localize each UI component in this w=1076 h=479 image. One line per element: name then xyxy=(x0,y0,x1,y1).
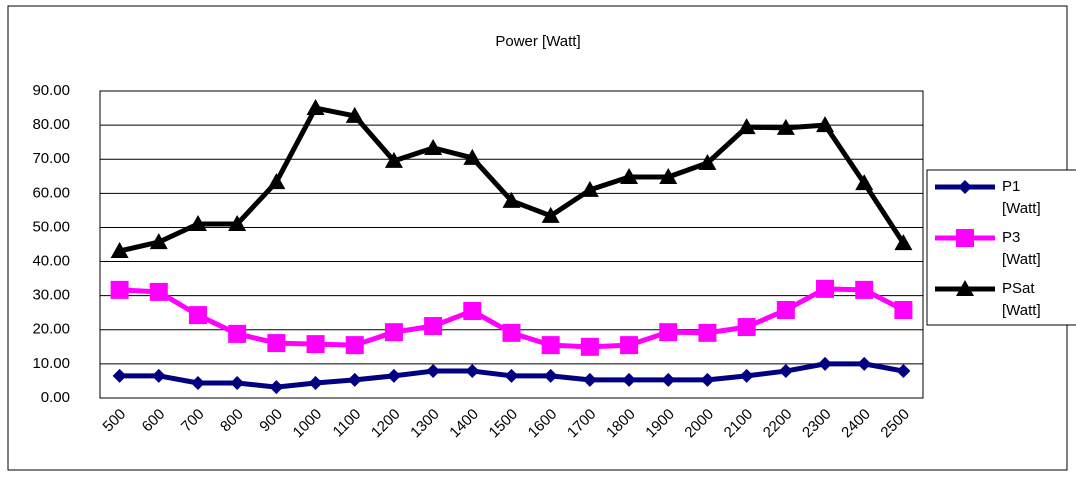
marker xyxy=(737,118,756,135)
marker xyxy=(190,375,205,390)
marker xyxy=(855,174,874,191)
y-tick-label: 30.00 xyxy=(32,287,70,304)
y-tick-label: 0.00 xyxy=(41,389,70,406)
marker xyxy=(110,280,129,299)
marker xyxy=(228,324,247,343)
marker xyxy=(896,364,911,379)
legend-box xyxy=(926,169,1076,326)
marker xyxy=(776,300,795,319)
marker xyxy=(149,233,168,250)
y-tick-label: 90.00 xyxy=(32,82,70,99)
marker xyxy=(188,215,207,232)
plot-area xyxy=(99,90,924,399)
y-tick-label: 60.00 xyxy=(32,184,70,201)
marker xyxy=(816,116,835,133)
legend-label: PSat [Watt] xyxy=(1002,280,1041,319)
marker xyxy=(580,337,599,356)
marker xyxy=(855,280,874,299)
legend-label: P3 [Watt] xyxy=(1002,229,1041,268)
marker xyxy=(149,282,168,301)
marker xyxy=(778,364,793,379)
marker xyxy=(818,356,833,371)
marker xyxy=(956,229,974,247)
y-tick-label: 20.00 xyxy=(32,321,70,338)
legend-label-line: [Watt] xyxy=(1002,302,1041,319)
legend: P1 [Watt] P3 [Watt] PSat [Watt] xyxy=(926,169,1076,326)
marker xyxy=(188,306,207,325)
marker xyxy=(622,372,637,387)
marker xyxy=(110,241,129,258)
marker xyxy=(698,323,717,342)
legend-label-line: PSat xyxy=(1002,280,1035,297)
legend-label: P1 [Watt] xyxy=(1002,178,1041,217)
marker xyxy=(661,372,676,387)
marker xyxy=(504,368,519,383)
marker xyxy=(659,323,678,342)
marker xyxy=(958,180,972,194)
marker xyxy=(502,323,521,342)
marker xyxy=(541,206,560,223)
marker xyxy=(269,380,284,395)
marker xyxy=(698,153,717,170)
marker xyxy=(582,372,597,387)
marker xyxy=(776,118,795,135)
marker xyxy=(541,336,560,355)
marker xyxy=(424,138,443,155)
marker xyxy=(306,99,325,116)
marker xyxy=(543,368,558,383)
marker xyxy=(816,279,835,298)
marker xyxy=(112,368,127,383)
y-tick-label: 80.00 xyxy=(32,116,70,133)
y-tick-label: 50.00 xyxy=(32,218,70,235)
marker xyxy=(267,334,286,353)
marker xyxy=(659,167,678,184)
marker xyxy=(345,336,364,355)
marker xyxy=(620,336,639,355)
marker xyxy=(345,106,364,123)
marker xyxy=(386,368,401,383)
marker xyxy=(230,375,245,390)
marker xyxy=(267,173,286,190)
marker xyxy=(424,317,443,336)
legend-label-line: [Watt] xyxy=(1002,200,1041,217)
chart-title: Power [Watt] xyxy=(495,33,580,50)
marker xyxy=(347,372,362,387)
marker xyxy=(228,215,247,232)
marker xyxy=(580,180,599,197)
marker xyxy=(463,148,482,165)
marker xyxy=(426,364,441,379)
legend-label-line: P1 xyxy=(1002,178,1020,195)
legend-label-line: P3 xyxy=(1002,229,1020,246)
y-tick-label: 70.00 xyxy=(32,150,70,167)
marker xyxy=(894,300,913,319)
marker xyxy=(384,151,403,168)
marker xyxy=(857,356,872,371)
y-tick-label: 10.00 xyxy=(32,355,70,372)
marker xyxy=(384,323,403,342)
marker xyxy=(502,191,521,208)
legend-label-line: [Watt] xyxy=(1002,251,1041,268)
marker xyxy=(700,372,715,387)
marker xyxy=(308,375,323,390)
y-tick-label: 40.00 xyxy=(32,253,70,270)
marker xyxy=(151,368,166,383)
marker xyxy=(463,302,482,321)
marker xyxy=(306,335,325,354)
marker xyxy=(956,280,974,296)
marker xyxy=(737,318,756,337)
marker xyxy=(620,167,639,184)
marker xyxy=(465,364,480,379)
marker xyxy=(894,234,913,251)
marker xyxy=(739,368,754,383)
